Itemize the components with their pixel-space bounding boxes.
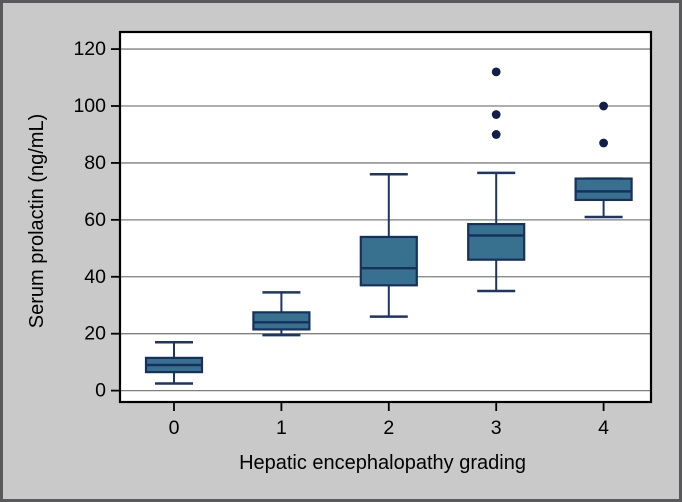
x-axis-ticks: 0 1 2 3 4 (169, 402, 609, 439)
iqr-box (252, 311, 311, 331)
outlier-point (599, 101, 608, 111)
outlier-point (491, 130, 501, 139)
x-tick-label: 0 (169, 417, 180, 439)
x-tick-label: 4 (598, 417, 609, 439)
iqr-box (467, 223, 526, 261)
iqr-box (574, 177, 633, 202)
boxplot-group-4 (574, 101, 633, 219)
y-tick-label: 120 (73, 38, 106, 60)
y-tick-label: 20 (84, 323, 106, 345)
boxplot-chart: 0 20 40 60 80 100 120 0 1 2 3 4 (73, 30, 653, 439)
outlier-point (599, 138, 608, 148)
x-tick-label: 3 (491, 417, 502, 439)
y-axis-title: Serum prolactin (ng/mL) (26, 113, 48, 329)
boxplot-group-1 (252, 291, 311, 337)
y-tick-label: 0 (95, 380, 106, 402)
y-tick-label: 60 (84, 209, 106, 231)
x-axis-title: Hepatic encephalopathy grading (239, 452, 526, 474)
y-tick-label: 40 (84, 266, 106, 288)
boxplot-group-3 (467, 67, 526, 293)
y-axis-ticks: 0 20 40 60 80 100 120 (73, 38, 120, 402)
boxplot-group-2 (359, 173, 418, 318)
iqr-box (359, 235, 418, 287)
plot-border (118, 30, 653, 404)
x-tick-label: 1 (276, 417, 287, 439)
y-tick-label: 100 (73, 95, 106, 117)
outlier-point (491, 110, 501, 119)
y-tick-label: 80 (84, 152, 106, 174)
outlier-point (491, 67, 501, 77)
x-tick-label: 2 (383, 417, 394, 439)
boxplot-group-0 (144, 340, 204, 385)
plot-area (120, 32, 651, 402)
